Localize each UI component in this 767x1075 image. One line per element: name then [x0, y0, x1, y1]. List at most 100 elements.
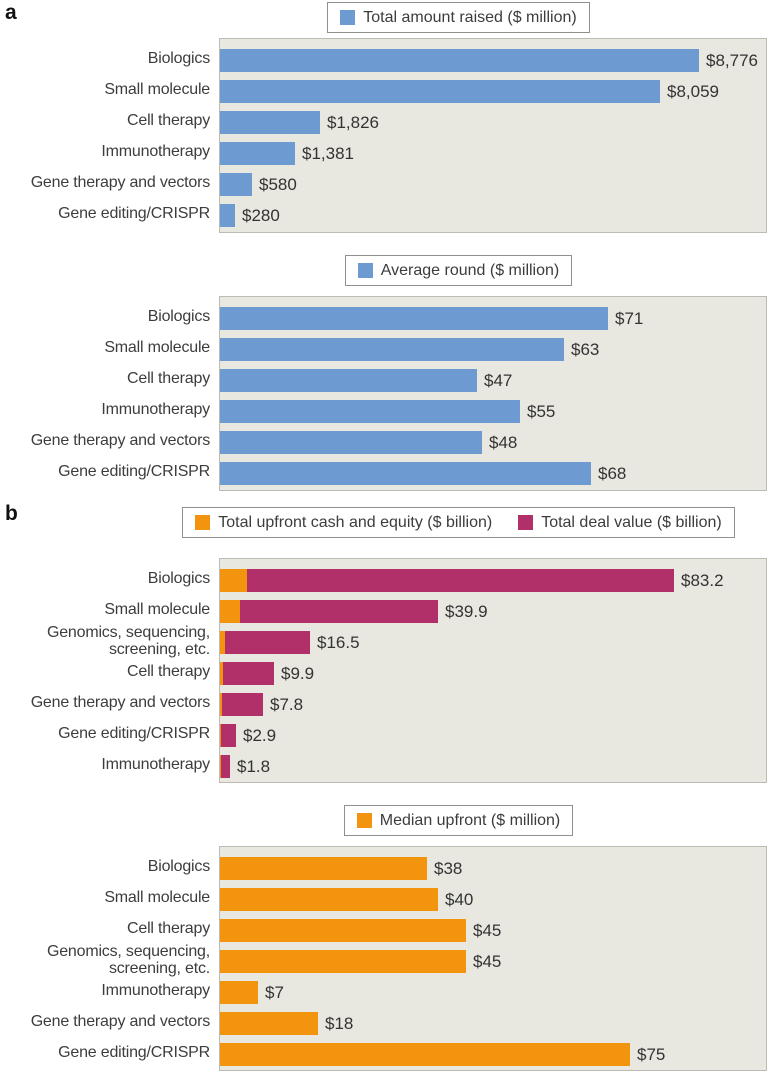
chart-body: Biologics Small molecule Cell therapy Immun…: [0, 38, 767, 233]
deal-value-segment: [247, 569, 674, 592]
upfront-segment: [220, 569, 247, 592]
value-label: $9.9: [281, 663, 315, 683]
value-label: $8,776: [706, 50, 758, 70]
bar-segment: [220, 111, 320, 134]
bar-row: $7: [220, 977, 766, 1008]
bar: [220, 693, 263, 716]
category-axis: Biologics Small molecule Cell therapy Genom…: [0, 846, 219, 1071]
chart-body: Biologics Small molecule Cell therapy Genom…: [0, 846, 767, 1071]
bar-row: $1,381: [220, 138, 766, 169]
upfront-segment: [220, 693, 222, 716]
bar-segment: [220, 888, 438, 911]
bar: [220, 888, 438, 911]
bar: [220, 173, 252, 196]
chart-median-upfront: Median upfront ($ million) Biologics Small…: [0, 805, 767, 1071]
bar-row: $2.9: [220, 720, 766, 751]
bar-segment: [220, 338, 564, 361]
bar-row: $55: [220, 396, 766, 427]
bar-row: $8,059: [220, 76, 766, 107]
bar: [220, 600, 438, 623]
legend-box: Median upfront ($ million): [343, 805, 574, 836]
value-label: $7.8: [270, 694, 304, 714]
category-label: Small molecule: [104, 339, 210, 357]
category-label: Gene editing/CRISPR: [58, 205, 210, 223]
legend-label: Total deal value ($ billion): [541, 514, 722, 531]
category-label: Small molecule: [104, 601, 210, 619]
category-label: Immunotherapy: [101, 401, 210, 419]
bar-row: $45: [220, 946, 766, 977]
chart-body: Biologics Small molecule Genomics, sequenc…: [0, 558, 767, 783]
upfront-segment: [220, 724, 221, 747]
bar-segment: [220, 919, 466, 942]
bar-segment: [220, 369, 477, 392]
value-label: $16.5: [317, 632, 360, 652]
legend-row: Median upfront ($ million): [0, 805, 767, 836]
blue-swatch-icon: [357, 263, 373, 278]
bar-segment: [220, 173, 252, 196]
bar-row: $38: [220, 853, 766, 884]
legend-item: Average round ($ million): [357, 261, 560, 280]
bar: [220, 142, 295, 165]
value-label: $40: [445, 889, 474, 909]
bar-segment: [220, 49, 699, 72]
category-label: Genomics, sequencing, screening, etc.: [46, 623, 210, 658]
value-label: $45: [473, 920, 502, 940]
legend-box: Total amount raised ($ million): [327, 2, 590, 33]
category-label: Biologics: [147, 50, 210, 68]
bar-row: $63: [220, 334, 766, 365]
bar-row: $280: [220, 200, 766, 231]
bar-segment: [220, 142, 295, 165]
category-label: Immunotherapy: [101, 756, 210, 774]
bar: [220, 631, 310, 654]
chart-average-round: Average round ($ million) Biologics Small …: [0, 255, 767, 491]
plot-area: $71 $63 $47 $55 $48 $68: [219, 296, 767, 491]
legend-label: Average round ($ million): [380, 262, 560, 279]
category-label: Small molecule: [104, 889, 210, 907]
upfront-segment: [220, 631, 225, 654]
bar-segment: [220, 1012, 318, 1035]
value-label: $1,826: [327, 112, 379, 132]
bar-row: $18: [220, 1008, 766, 1039]
legend-row: Total amount raised ($ million): [0, 2, 767, 33]
bar: [220, 1043, 630, 1066]
bar: [220, 111, 320, 134]
value-label: $47: [484, 370, 513, 390]
deal-value-segment: [221, 755, 230, 778]
legend-label: Total amount raised ($ million): [363, 9, 577, 26]
chart-total-amount-raised: Total amount raised ($ million) Biologics…: [0, 2, 767, 233]
value-label: $45: [473, 951, 502, 971]
legend-item: Total amount raised ($ million): [340, 8, 577, 27]
bar-row: $75: [220, 1039, 766, 1070]
bar-segment: [220, 400, 520, 423]
value-label: $7: [265, 982, 284, 1002]
plot-area: $83.2 $39.9 $16.5 $9.9 $7.8 $2.9 $1.8: [219, 558, 767, 783]
category-label: Biologics: [147, 570, 210, 588]
bar-row: $45: [220, 915, 766, 946]
value-label: $63: [571, 339, 600, 359]
plot-area: $38 $40 $45 $45 $7 $18 $75: [219, 846, 767, 1071]
bar-segment: [220, 307, 608, 330]
bar-row: $16.5: [220, 627, 766, 658]
bar: [220, 569, 674, 592]
deal-value-segment: [221, 724, 236, 747]
bar: [220, 755, 230, 778]
bar-segment: [220, 981, 258, 1004]
legend-row: Total upfront cash and equity ($ billion…: [0, 507, 767, 538]
blue-swatch-icon: [340, 10, 356, 25]
category-label: Gene editing/CRISPR: [58, 725, 210, 743]
category-label: Biologics: [147, 858, 210, 876]
bar-row: $9.9: [220, 658, 766, 689]
bar-row: $68: [220, 458, 766, 489]
bar-row: $71: [220, 303, 766, 334]
bar-segment: [220, 204, 235, 227]
category-label: Immunotherapy: [101, 143, 210, 161]
legend-item: Total upfront cash and equity ($ billion…: [195, 513, 492, 532]
upfront-segment: [220, 600, 240, 623]
value-label: $83.2: [681, 570, 724, 590]
bar: [220, 950, 466, 973]
bar: [220, 662, 274, 685]
bar-row: $48: [220, 427, 766, 458]
bar-segment: [220, 950, 466, 973]
legend-box: Total upfront cash and equity ($ billion…: [182, 507, 735, 538]
